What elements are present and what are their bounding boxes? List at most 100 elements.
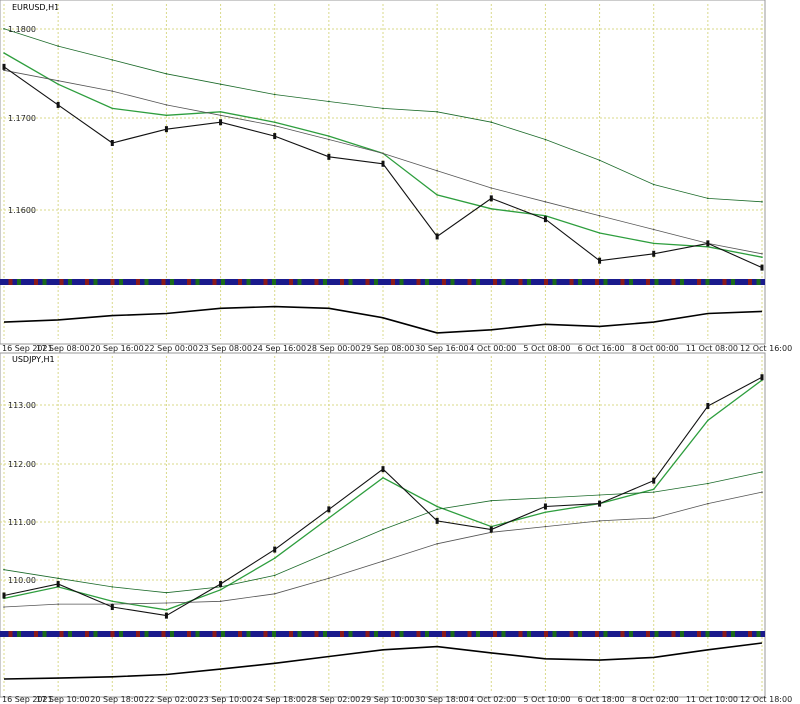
long-ma-point — [598, 214, 601, 217]
period-strip-segment — [476, 631, 480, 637]
period-strip-segment — [459, 279, 463, 285]
slow-ma-point — [761, 471, 763, 473]
period-strip-segment — [340, 631, 344, 637]
period-strip-segment — [357, 279, 361, 285]
period-strip-segment — [263, 279, 268, 285]
fast-ma-point — [598, 232, 601, 234]
period-strip-segment — [34, 279, 38, 285]
time-axis-label: 11 Oct 08:00 — [686, 344, 738, 353]
period-strip-segment — [748, 279, 752, 285]
slow-ma-point — [652, 491, 655, 493]
long-ma-point — [707, 502, 709, 505]
time-axis-label: 4 Oct 02:00 — [469, 695, 516, 704]
slow-ma-point — [328, 551, 330, 554]
period-strip-segment — [476, 279, 480, 285]
period-strip-segment — [612, 279, 616, 285]
long-ma-point — [436, 169, 438, 172]
long-ma-point — [3, 606, 5, 608]
period-strip-segment — [170, 279, 174, 285]
time-axis-label: 22 Sep 00:00 — [144, 344, 197, 353]
time-axis-label: 8 Oct 02:00 — [632, 695, 679, 704]
period-strip-segment — [127, 631, 132, 637]
fast-ma-point — [273, 557, 276, 559]
period-strip-segment — [756, 279, 761, 285]
time-axis-label: 24 Sep 18:00 — [253, 695, 306, 704]
long-ma-point — [382, 152, 384, 155]
period-strip-segment — [688, 631, 693, 637]
period-strip-segment — [399, 631, 404, 637]
price-candle — [489, 526, 493, 533]
period-strip-segment — [263, 631, 268, 637]
price-candle — [381, 160, 385, 167]
period-strip-segment — [425, 631, 429, 637]
eurusd-chart: EURUSD,H1 1.1800 1.1700 1.1600 16 Sep 20… — [0, 0, 792, 353]
slow-ma-point — [598, 159, 601, 162]
period-strip-segment — [161, 631, 166, 637]
time-axis-label: 6 Oct 18:00 — [578, 695, 625, 704]
period-strip-segment — [646, 279, 650, 285]
time-axis-label: 29 Sep 08:00 — [361, 344, 414, 353]
period-strip-segment — [637, 631, 642, 637]
long-ma-point — [219, 114, 222, 117]
price-candle — [327, 506, 331, 513]
usdjpy-chart-frame — [0, 352, 766, 698]
period-strip-segment — [544, 279, 548, 285]
period-strip-segment — [493, 279, 497, 285]
usdjpy-price-label: 110.00 — [8, 576, 36, 585]
long-ma-point — [598, 520, 601, 522]
period-strip-segment — [153, 631, 157, 637]
price-candle — [110, 140, 114, 146]
price-candle — [110, 604, 114, 611]
period-strip-segment — [110, 631, 115, 637]
fast-ma-point — [328, 135, 330, 137]
period-strip-segment — [136, 279, 140, 285]
period-strip-segment — [93, 279, 98, 285]
fast-ma-point — [328, 517, 330, 519]
period-strip-segment — [391, 631, 395, 637]
time-axis-label: 28 Sep 00:00 — [307, 344, 360, 353]
period-strip-segment — [518, 279, 523, 285]
period-strip-segment — [714, 279, 718, 285]
period-strip-segment — [51, 631, 55, 637]
period-strip-segment — [671, 279, 676, 285]
period-strip-segment — [586, 631, 591, 637]
long-ma-point — [652, 517, 655, 519]
long-ma-point — [165, 602, 168, 604]
period-strip-segment — [297, 631, 302, 637]
period-strip-segment — [501, 279, 506, 285]
fast-ma-point — [273, 121, 276, 124]
period-strip-segment — [76, 279, 81, 285]
period-strip-segment — [595, 279, 599, 285]
slow-ma-point — [652, 183, 655, 186]
period-strip-segment — [629, 279, 633, 285]
fast-ma-point — [436, 505, 438, 508]
price-candle — [489, 195, 493, 202]
period-strip-segment — [408, 279, 412, 285]
long-ma-point — [382, 560, 384, 562]
fast-ma-point — [707, 246, 709, 248]
slow-ma-point — [273, 574, 276, 577]
period-strip-segment — [42, 631, 47, 637]
period-strip-segment — [688, 279, 693, 285]
period-strip-segment — [739, 279, 744, 285]
period-strip-segment — [314, 279, 319, 285]
period-strip-segment — [484, 279, 489, 285]
eurusd-price-label: 1.1700 — [8, 114, 36, 123]
period-strip-segment — [535, 631, 540, 637]
period-strip-segment — [756, 631, 761, 637]
period-strip-segment — [654, 631, 659, 637]
period-strip-segment — [416, 631, 421, 637]
slow-ma-point — [544, 497, 547, 499]
eurusd-moving-averages — [3, 27, 763, 259]
period-strip-segment — [374, 279, 378, 285]
time-axis-label: 24 Sep 16:00 — [253, 344, 306, 353]
period-strip-segment — [518, 631, 523, 637]
period-strip-segment — [212, 279, 217, 285]
period-strip-segment — [348, 279, 353, 285]
period-strip-segment — [408, 631, 412, 637]
time-axis-label: 4 Oct 00:00 — [469, 344, 516, 353]
period-strip-segment — [595, 631, 599, 637]
long-ma-point — [57, 79, 59, 82]
price-candle — [435, 233, 439, 240]
